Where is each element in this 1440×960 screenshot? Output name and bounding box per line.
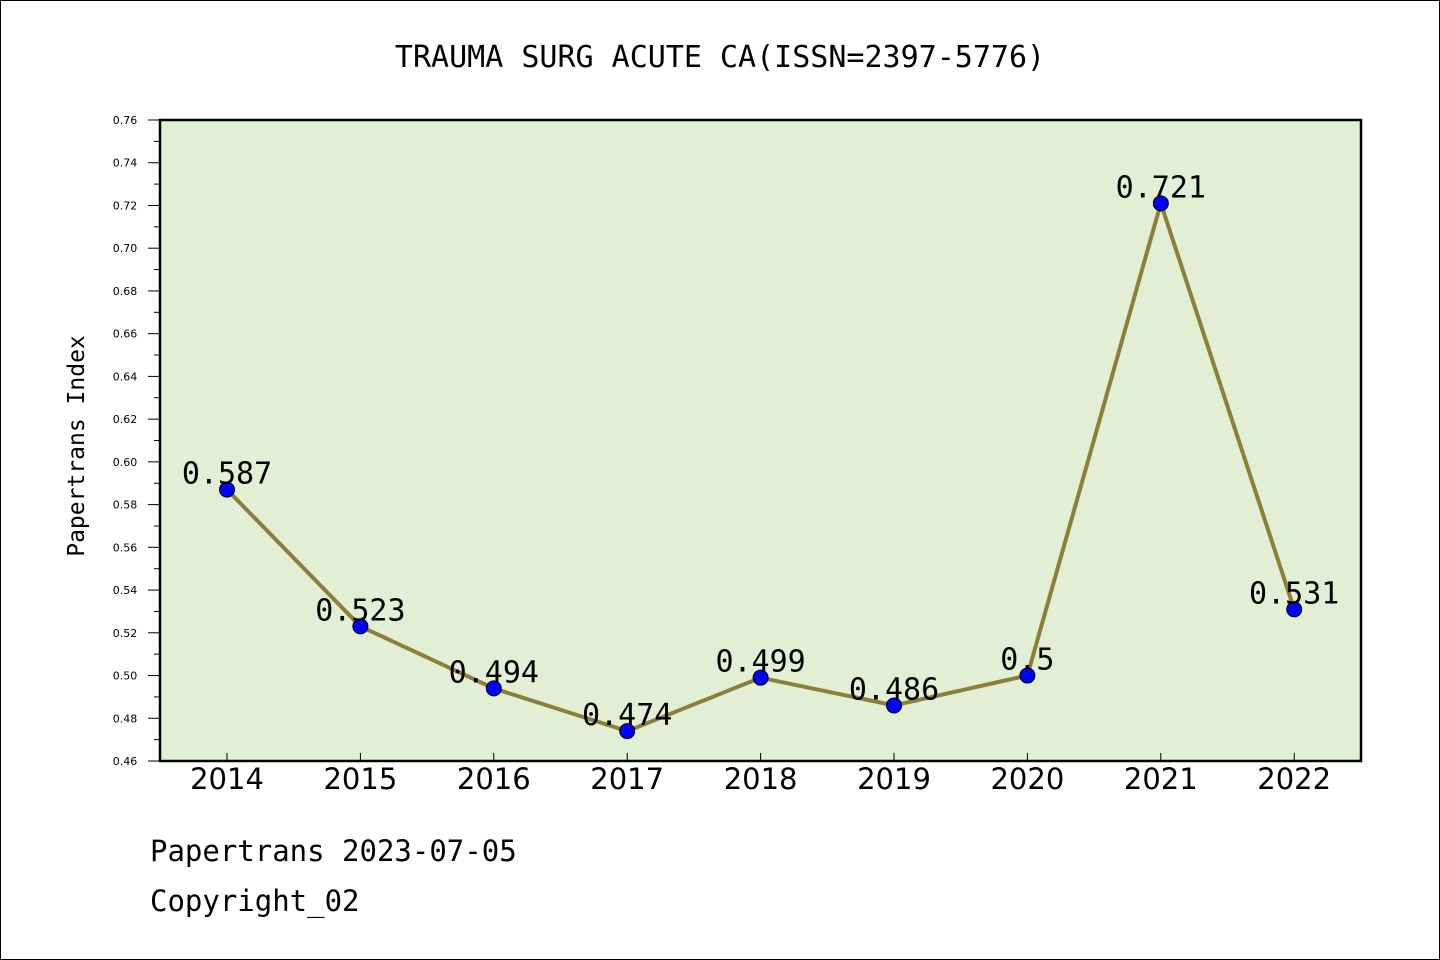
y-tick-label: 0.72 — [113, 199, 138, 212]
x-tick-label: 2019 — [857, 762, 931, 796]
data-label: 0.5 — [1000, 643, 1054, 678]
y-tick-label: 0.64 — [113, 370, 138, 383]
y-tick-label: 0.56 — [113, 541, 138, 554]
data-labels: 0.587 0.523 0.494 0.474 0.499 0.486 0.5 0.721 0.… — [182, 170, 1340, 733]
x-axis-ticks: 2014 2015 2016 2017 2018 2019 2020 2021 2022 — [190, 753, 1331, 796]
data-point — [219, 481, 235, 498]
footer-date: Papertrans 2023-07-05 — [150, 834, 517, 868]
x-tick-label: 2017 — [590, 762, 664, 796]
y-tick-label: 0.60 — [113, 456, 138, 469]
plot-area — [158, 118, 1363, 763]
x-tick-label: 2022 — [1257, 762, 1331, 796]
y-tick-label: 0.70 — [113, 242, 138, 255]
data-label: 0.494 — [449, 655, 539, 690]
y-tick-label: 0.58 — [113, 499, 138, 512]
data-label: 0.499 — [715, 645, 805, 680]
x-tick-label: 2020 — [990, 762, 1064, 796]
data-point — [1019, 667, 1036, 684]
data-point — [752, 669, 769, 686]
x-tick-label: 2015 — [323, 762, 397, 796]
y-tick-label: 0.50 — [113, 670, 138, 683]
x-tick-label: 2021 — [1124, 762, 1198, 796]
data-label: 0.486 — [849, 672, 939, 707]
chart-title: TRAUMA SURG ACUTE CA(ISSN=2397-5776) — [395, 40, 1045, 75]
y-axis-ticks: 0.46 0.48 0.50 0.52 0.54 0.56 0.58 0.60 0.62 0.64… — [113, 114, 160, 768]
y-tick-label: 0.66 — [113, 328, 138, 341]
y-tick-label: 0.76 — [113, 114, 138, 127]
data-label: 0.721 — [1116, 170, 1206, 205]
x-tick-label: 2018 — [724, 762, 798, 796]
y-tick-label: 0.54 — [113, 584, 138, 597]
data-point — [1152, 195, 1169, 212]
data-point — [485, 680, 502, 697]
data-markers — [219, 195, 1303, 740]
footer-copyright: Copyright_02 — [150, 884, 360, 918]
data-label: 0.587 — [182, 457, 272, 492]
y-tick-label: 0.52 — [113, 627, 138, 640]
data-point — [352, 618, 369, 635]
y-tick-label: 0.68 — [113, 285, 138, 298]
y-tick-label: 0.48 — [113, 712, 138, 725]
data-label: 0.531 — [1249, 576, 1339, 611]
data-label: 0.474 — [582, 698, 672, 733]
y-tick-label: 0.46 — [113, 755, 138, 768]
x-tick-label: 2014 — [190, 762, 264, 796]
x-tick-label: 2016 — [457, 762, 531, 796]
y-tick-label: 0.74 — [113, 157, 138, 170]
data-point — [619, 723, 636, 740]
y-axis-label: Papertrans Index — [64, 335, 90, 557]
data-label: 0.523 — [315, 593, 405, 628]
data-point — [1286, 601, 1303, 618]
data-point — [886, 697, 902, 714]
y-tick-label: 0.62 — [113, 413, 138, 426]
